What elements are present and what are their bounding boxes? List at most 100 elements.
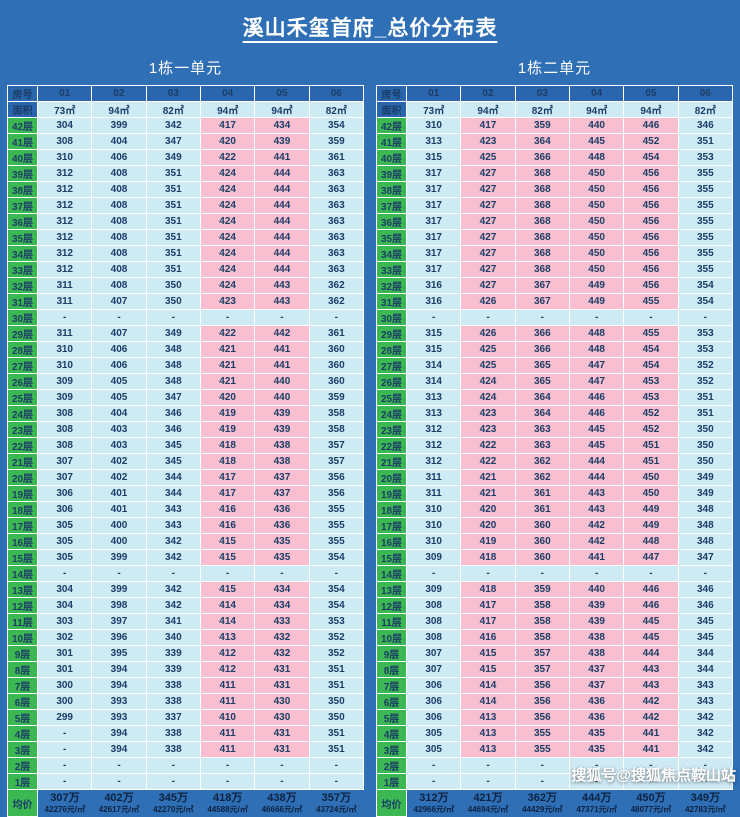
floor-label: 9层: [376, 645, 407, 662]
price-cell: 355: [677, 165, 734, 182]
price-cell: 348: [677, 517, 734, 534]
price-cell: 441: [568, 549, 625, 566]
price-cell: 352: [308, 629, 365, 646]
floor-label: 37层: [7, 197, 38, 214]
price-cell: 456: [623, 213, 679, 230]
price-cell: 361: [514, 485, 570, 502]
price-cell: 303: [36, 613, 93, 630]
price-cell: 408: [91, 165, 147, 182]
table-row: 29层 315 426 366 448 455 353: [376, 325, 734, 342]
price-cell: 424: [199, 197, 256, 214]
floor-label: 21层: [7, 453, 38, 470]
price-cell: 337: [145, 709, 201, 726]
price-cell: 432: [254, 645, 310, 662]
price-cell: 417: [199, 469, 256, 486]
area-cell: 94㎡: [460, 101, 516, 118]
price-cell: 439: [254, 405, 310, 422]
avg-total-price: 402万: [104, 792, 134, 804]
price-cell: 358: [308, 421, 365, 438]
price-cell: 351: [145, 261, 201, 278]
floor-label: 12层: [376, 597, 407, 614]
price-cell: 456: [623, 197, 679, 214]
price-cell: 422: [199, 325, 256, 342]
price-cell: 419: [199, 405, 256, 422]
price-cell: 413: [199, 629, 256, 646]
price-cell: 313: [405, 133, 462, 150]
table-row: 36层 317 427 368 450 456 355: [376, 213, 734, 230]
table-row: 38层 312 408 351 424 444 363: [7, 181, 365, 198]
price-cell: 342: [145, 117, 201, 134]
floor-label: 28层: [7, 341, 38, 358]
price-cell: 351: [677, 405, 734, 422]
price-cell: -: [460, 773, 516, 790]
price-cell: 415: [199, 581, 256, 598]
price-cell: -: [308, 565, 365, 582]
floor-label: 4层: [376, 725, 407, 742]
price-cell: 312: [405, 453, 462, 470]
price-cell: 412: [199, 645, 256, 662]
price-cell: 343: [145, 517, 201, 534]
price-cell: 317: [405, 245, 462, 262]
price-cell: -: [145, 773, 201, 790]
table-row: 4层 305 413 355 435 441 342: [376, 725, 734, 742]
table-row: 13层 309 418 359 440 446 346: [376, 581, 734, 598]
price-cell: 423: [460, 405, 516, 422]
floor-label: 33层: [376, 261, 407, 278]
price-cell: 354: [677, 277, 734, 294]
table-row: 30层 - - - - - -: [7, 309, 365, 326]
avg-price-cell: 402万 42617元/㎡: [92, 790, 146, 817]
price-cell: 343: [677, 677, 734, 694]
floor-label: 16层: [376, 533, 407, 550]
price-cell: 405: [91, 389, 147, 406]
price-cell: 350: [308, 709, 365, 726]
price-cell: 368: [514, 181, 570, 198]
price-cell: 311: [36, 325, 93, 342]
table-row: 38层 317 427 368 450 456 355: [376, 181, 734, 198]
tables-row: 1栋一单元 房号 01 02 03 04 05 06 面积 73㎡ 94㎡ 82㎡ 94㎡ 94㎡ 82㎡ 4…: [0, 48, 740, 817]
price-cell: 427: [460, 181, 516, 198]
table-row: 28层 315 425 366 448 454 353: [376, 341, 734, 358]
price-cell: 438: [254, 453, 310, 470]
avg-unit-price: 48077元/㎡: [630, 805, 672, 814]
price-cell: 313: [405, 405, 462, 422]
price-cell: 445: [568, 437, 625, 454]
price-cell: 308: [405, 629, 462, 646]
price-cell: 435: [254, 533, 310, 550]
price-cell: 408: [91, 229, 147, 246]
price-cell: 437: [254, 469, 310, 486]
price-cell: 453: [623, 373, 679, 390]
price-cell: 304: [36, 117, 93, 134]
price-cell: 361: [308, 325, 365, 342]
price-cell: 362: [514, 453, 570, 470]
table-row: 17层 310 420 360 442 449 348: [376, 517, 734, 534]
price-cell: 362: [308, 277, 365, 294]
price-cell: 346: [145, 421, 201, 438]
price-cell: 307: [36, 453, 93, 470]
price-cell: 440: [568, 581, 625, 598]
floor-label: 14层: [7, 565, 38, 582]
price-cell: 423: [460, 421, 516, 438]
price-cell: 425: [460, 357, 516, 374]
price-cell: 339: [145, 661, 201, 678]
table-row: 40层 310 406 349 422 441 361: [7, 149, 365, 166]
price-cell: 451: [623, 453, 679, 470]
floor-label: 2层: [7, 757, 38, 774]
price-cell: 342: [145, 597, 201, 614]
price-cell: 451: [623, 437, 679, 454]
price-cell: 408: [91, 213, 147, 230]
price-cell: 436: [254, 501, 310, 518]
price-cell: 347: [677, 549, 734, 566]
price-cell: -: [514, 757, 570, 774]
table-row: 13层 304 399 342 415 434 354: [7, 581, 365, 598]
price-cell: 402: [91, 469, 147, 486]
price-cell: 446: [568, 389, 625, 406]
avg-price-cell: 444万 47371元/㎡: [569, 790, 623, 817]
price-cell: 402: [91, 453, 147, 470]
price-cell: 404: [91, 133, 147, 150]
price-cell: 403: [91, 421, 147, 438]
price-cell: 356: [514, 693, 570, 710]
table-row: 37层 317 427 368 450 456 355: [376, 197, 734, 214]
area-header-label: 面积: [7, 101, 38, 118]
price-cell: 414: [199, 613, 256, 630]
table-row: 39层 317 427 368 450 456 355: [376, 165, 734, 182]
